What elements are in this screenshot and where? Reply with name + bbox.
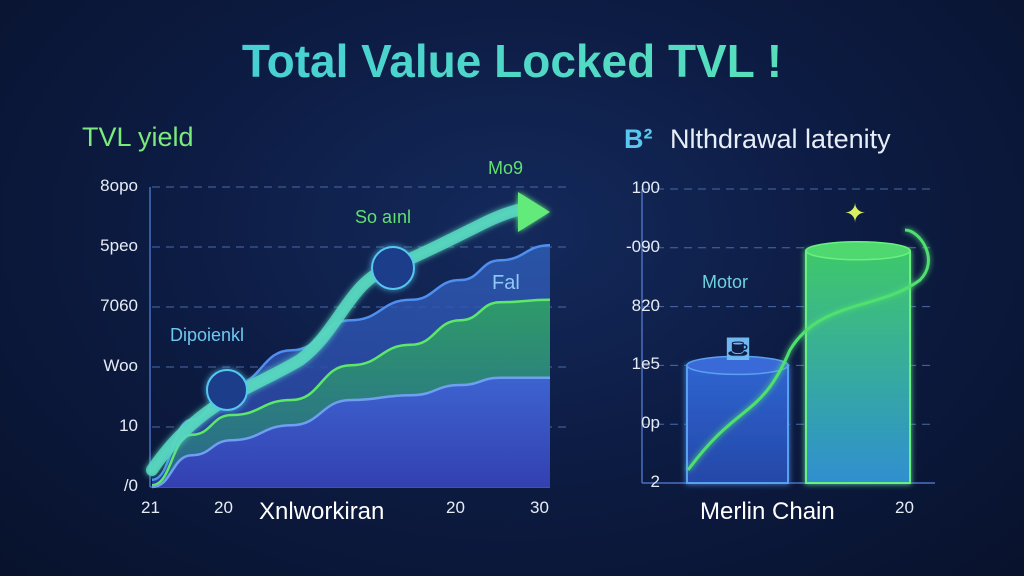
- bar-label: Motor: [702, 272, 749, 292]
- y-tick: 2: [650, 472, 660, 491]
- x-tick: 21: [141, 498, 160, 517]
- y-tick: 820: [631, 295, 660, 315]
- y-tick: Woo: [103, 356, 138, 375]
- annotation-label: Dipoienkl: [170, 325, 245, 345]
- y-tick: 100: [631, 178, 660, 197]
- teapot-icon: ⛾: [724, 330, 752, 368]
- x-axis-label: Merlin Chain: [700, 498, 835, 525]
- y-tick: -090: [625, 236, 660, 256]
- line-base: [151, 376, 550, 489]
- x-tick: 30: [530, 498, 549, 517]
- y-tick: 1e5: [631, 354, 660, 374]
- bar-top: [805, 240, 911, 261]
- trend-arrow: [146, 192, 550, 476]
- x-tick: 20: [446, 498, 465, 517]
- y-tick: 7060: [100, 296, 138, 315]
- x-axis-label: Xnlworkiran: [259, 498, 385, 525]
- bar: [805, 249, 911, 484]
- x-tick: 20: [214, 498, 233, 517]
- y-tick: /0: [123, 476, 138, 495]
- y-tick: 0p: [641, 413, 660, 433]
- chart2-title-prefix: B²: [624, 124, 653, 154]
- bar-top: [686, 355, 789, 376]
- annotation-label: So aınl: [355, 207, 412, 227]
- area-base: [152, 377, 550, 487]
- y-tick: 10: [119, 416, 138, 435]
- flow-line: [686, 228, 930, 471]
- line-green: [151, 298, 551, 487]
- series-label: Fal: [492, 272, 520, 294]
- x-tick: 20: [895, 498, 914, 517]
- chart1-title: TVL yield: [82, 122, 194, 152]
- page-title: Total Value Locked TVL !: [0, 34, 1024, 88]
- sparkle-icon: ✦: [844, 198, 866, 228]
- annotation-label: Mo9: [488, 158, 524, 178]
- y-tick: 8opo: [100, 176, 138, 195]
- y-tick: 5peo: [100, 236, 138, 255]
- chart2-title: Nlthdrawal latenity: [670, 124, 891, 154]
